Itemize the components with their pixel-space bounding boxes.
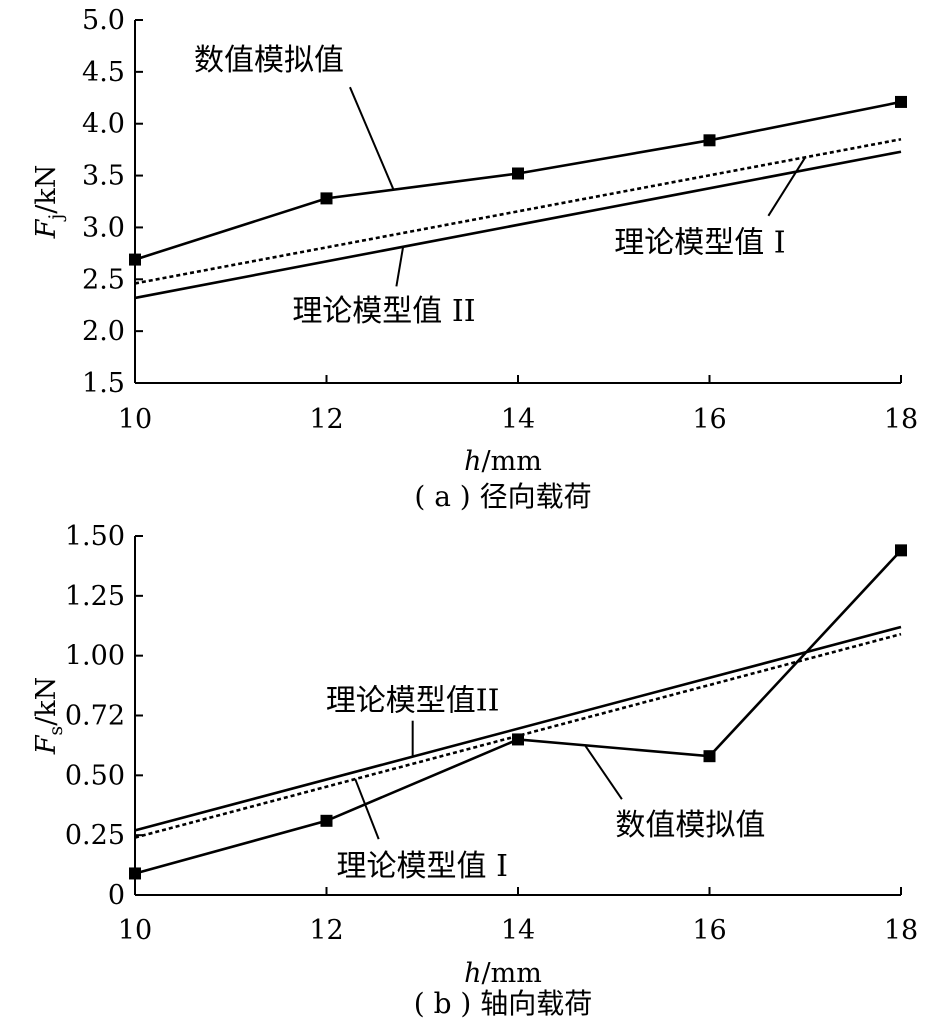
data-point-marker bbox=[129, 867, 141, 880]
annotation-leader bbox=[395, 246, 405, 287]
annotation-label: 理论模型值II bbox=[326, 684, 500, 719]
x-tick-label: 12 bbox=[309, 915, 343, 946]
data-point-marker bbox=[895, 95, 907, 108]
chart-a: 1.5 2.0 2.5 3.0 3.5 4.0 4.5 5.0 10 12 14 16 18 h/mm Fj… bbox=[31, 5, 918, 513]
data-point-marker bbox=[703, 134, 716, 147]
y-tick-label: 0.72 bbox=[65, 701, 125, 732]
y-tick-label: 2.0 bbox=[82, 316, 125, 347]
annotation-label: 数值模拟值 bbox=[615, 808, 765, 843]
series-line-2 bbox=[134, 625, 902, 832]
data-point-marker bbox=[703, 750, 716, 763]
y-tick-label: 1.5 bbox=[82, 368, 125, 399]
y-axis-title-main: F bbox=[31, 218, 62, 239]
chart-caption: ( a ) 径向载荷 bbox=[414, 480, 591, 513]
chart-b: 0 0.25 0.50 0.72 1.00 1.25 1.50 10 12 14 16 18 h/mm F… bbox=[31, 521, 918, 1020]
y-tick-label: 4.5 bbox=[82, 57, 125, 88]
x-axis-title: h/mm bbox=[464, 446, 542, 477]
y-tick-label: 0.25 bbox=[65, 820, 125, 851]
y-axis-title-main: F bbox=[31, 734, 62, 755]
x-axis-title-main: h bbox=[464, 446, 481, 477]
data-point-marker bbox=[512, 167, 524, 180]
x-tick-label: 16 bbox=[692, 404, 726, 435]
y-axis-title: Fj/kN bbox=[31, 165, 67, 240]
y-tick-label: 1.00 bbox=[65, 641, 125, 672]
y-tick-label: 2.5 bbox=[82, 264, 125, 295]
y-tick-label: 1.25 bbox=[65, 581, 125, 612]
y-tick-label: 5.0 bbox=[82, 5, 125, 36]
annotation-label: 理论模型值 I bbox=[337, 849, 508, 884]
series-line-1 bbox=[134, 137, 902, 285]
x-tick-label: 18 bbox=[884, 915, 918, 946]
y-axis-title: Fs/kN bbox=[31, 677, 67, 756]
x-tick-label: 10 bbox=[118, 915, 152, 946]
data-point-marker bbox=[320, 192, 333, 205]
data-point-marker bbox=[895, 544, 907, 557]
x-axis-title-unit: /mm bbox=[482, 958, 542, 989]
data-point-marker bbox=[320, 814, 333, 827]
y-axis-title-sub: s bbox=[45, 726, 67, 736]
y-tick-label: 0 bbox=[108, 880, 125, 911]
annotation-leader bbox=[349, 86, 395, 191]
annotation-leader bbox=[767, 156, 807, 217]
y-tick-label: 3.0 bbox=[82, 212, 125, 243]
y-tick-label: 1.50 bbox=[65, 521, 125, 552]
y-axis-title-unit: /kN bbox=[31, 165, 62, 214]
annotation-label: 理论模型值 I bbox=[614, 225, 785, 260]
series-line-1 bbox=[134, 632, 902, 839]
y-tick-label: 4.0 bbox=[82, 109, 125, 140]
data-point-marker bbox=[129, 253, 141, 266]
x-tick-label: 18 bbox=[884, 404, 918, 435]
y-axis-title-unit: /kN bbox=[31, 677, 62, 726]
y-tick-label: 3.5 bbox=[82, 161, 125, 192]
x-tick-label: 12 bbox=[309, 404, 343, 435]
x-axis-title: h/mm bbox=[464, 958, 542, 989]
y-axis-title-sub: j bbox=[45, 214, 67, 222]
x-axis-title-unit: /mm bbox=[482, 446, 542, 477]
series-line-2 bbox=[134, 150, 902, 300]
annotation-leader bbox=[584, 744, 623, 800]
x-tick-label: 14 bbox=[501, 915, 535, 946]
chart-caption: ( b ) 轴向载荷 bbox=[414, 987, 592, 1020]
x-tick-label: 14 bbox=[501, 404, 535, 435]
series-line-0 bbox=[134, 100, 902, 261]
y-tick-label: 0.50 bbox=[65, 760, 125, 791]
annotation-label: 数值模拟值 bbox=[194, 43, 344, 78]
annotation-label: 理论模型值 II bbox=[292, 294, 475, 329]
x-tick-label: 16 bbox=[692, 915, 726, 946]
x-axis-title-main: h bbox=[464, 958, 481, 989]
annotation-leader bbox=[354, 778, 380, 840]
x-tick-label: 10 bbox=[118, 404, 152, 435]
series-line-0 bbox=[134, 549, 902, 875]
